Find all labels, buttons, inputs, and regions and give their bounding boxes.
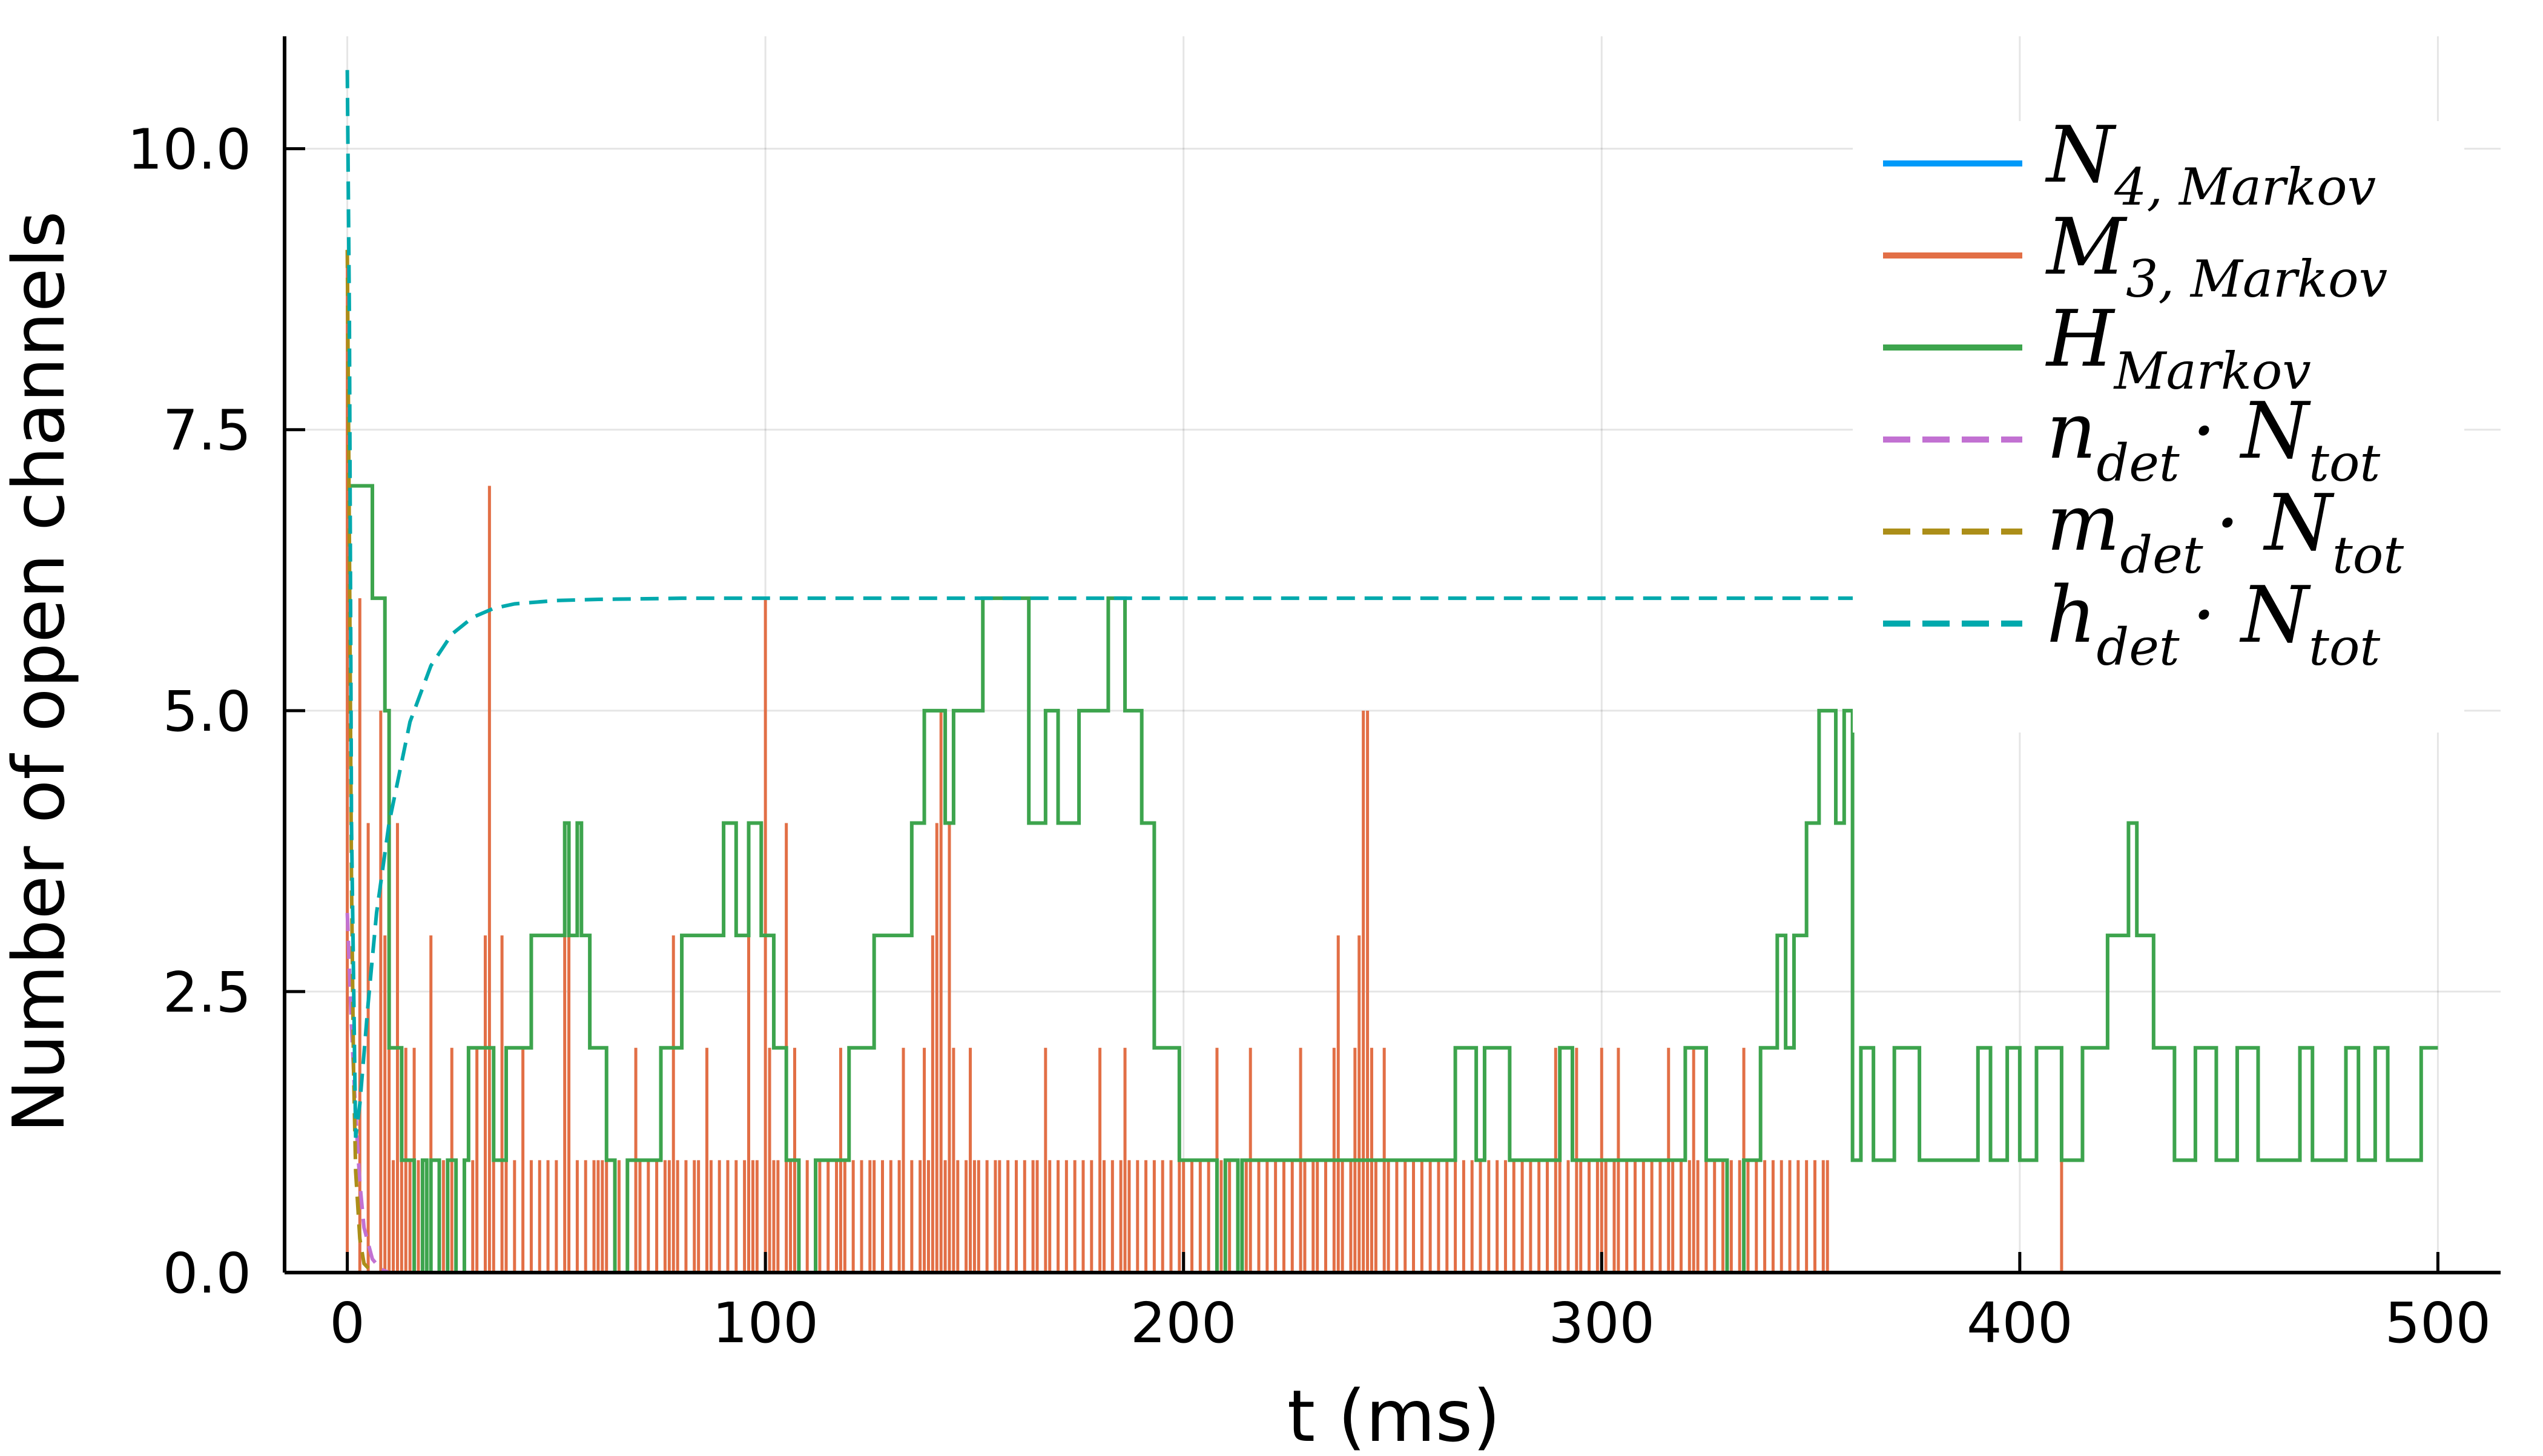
x-tick-label: 200 [1130,1291,1237,1356]
y-tick-label: 2.5 [163,960,251,1025]
series-h_det [345,70,2438,1138]
legend-label: HMarkov [2045,294,2311,401]
y-axis-title: Number of open channels [0,211,81,1133]
x-axis-title: t (ms) [1287,1374,1500,1453]
y-tick-label: 10.0 [127,117,251,182]
legend-item-n_det: ndet · Ntot [1883,386,2380,493]
tick-labels: 0 100 200 300 400 500 0.0 2.5 5.0 7.5 10.0 [127,117,2491,1356]
x-tick-label: 100 [712,1291,819,1356]
legend-background [1853,121,2464,733]
legend-item-h_det: hdet · Ntot [1883,570,2380,677]
x-tick-label: 0 [329,1291,365,1356]
axes [283,36,2501,1274]
legend-item-N4: N4, Markov [1883,110,2376,217]
x-tick-label: 300 [1548,1291,1655,1356]
legend-label: ndet · Ntot [2047,386,2380,493]
y-tick-label: 0.0 [163,1241,251,1306]
legend-item-m_det: mdet · Ntot [1883,478,2404,585]
legend-label: hdet · Ntot [2047,570,2380,677]
x-tick-label: 400 [1967,1291,2073,1356]
series-m_det [345,249,2438,1274]
y-tick-label: 7.5 [163,398,251,463]
x-tick-label: 500 [2385,1291,2492,1356]
legend-label: N4, Markov [2045,110,2376,217]
y-tick-label: 5.0 [163,679,251,744]
legend-label: M3, Markov [2045,202,2387,309]
legend-label: mdet · Ntot [2047,478,2404,585]
legend-item-H: HMarkov [1883,294,2311,401]
series-layer [345,70,2438,1274]
legend-item-M3: M3, Markov [1883,202,2387,309]
